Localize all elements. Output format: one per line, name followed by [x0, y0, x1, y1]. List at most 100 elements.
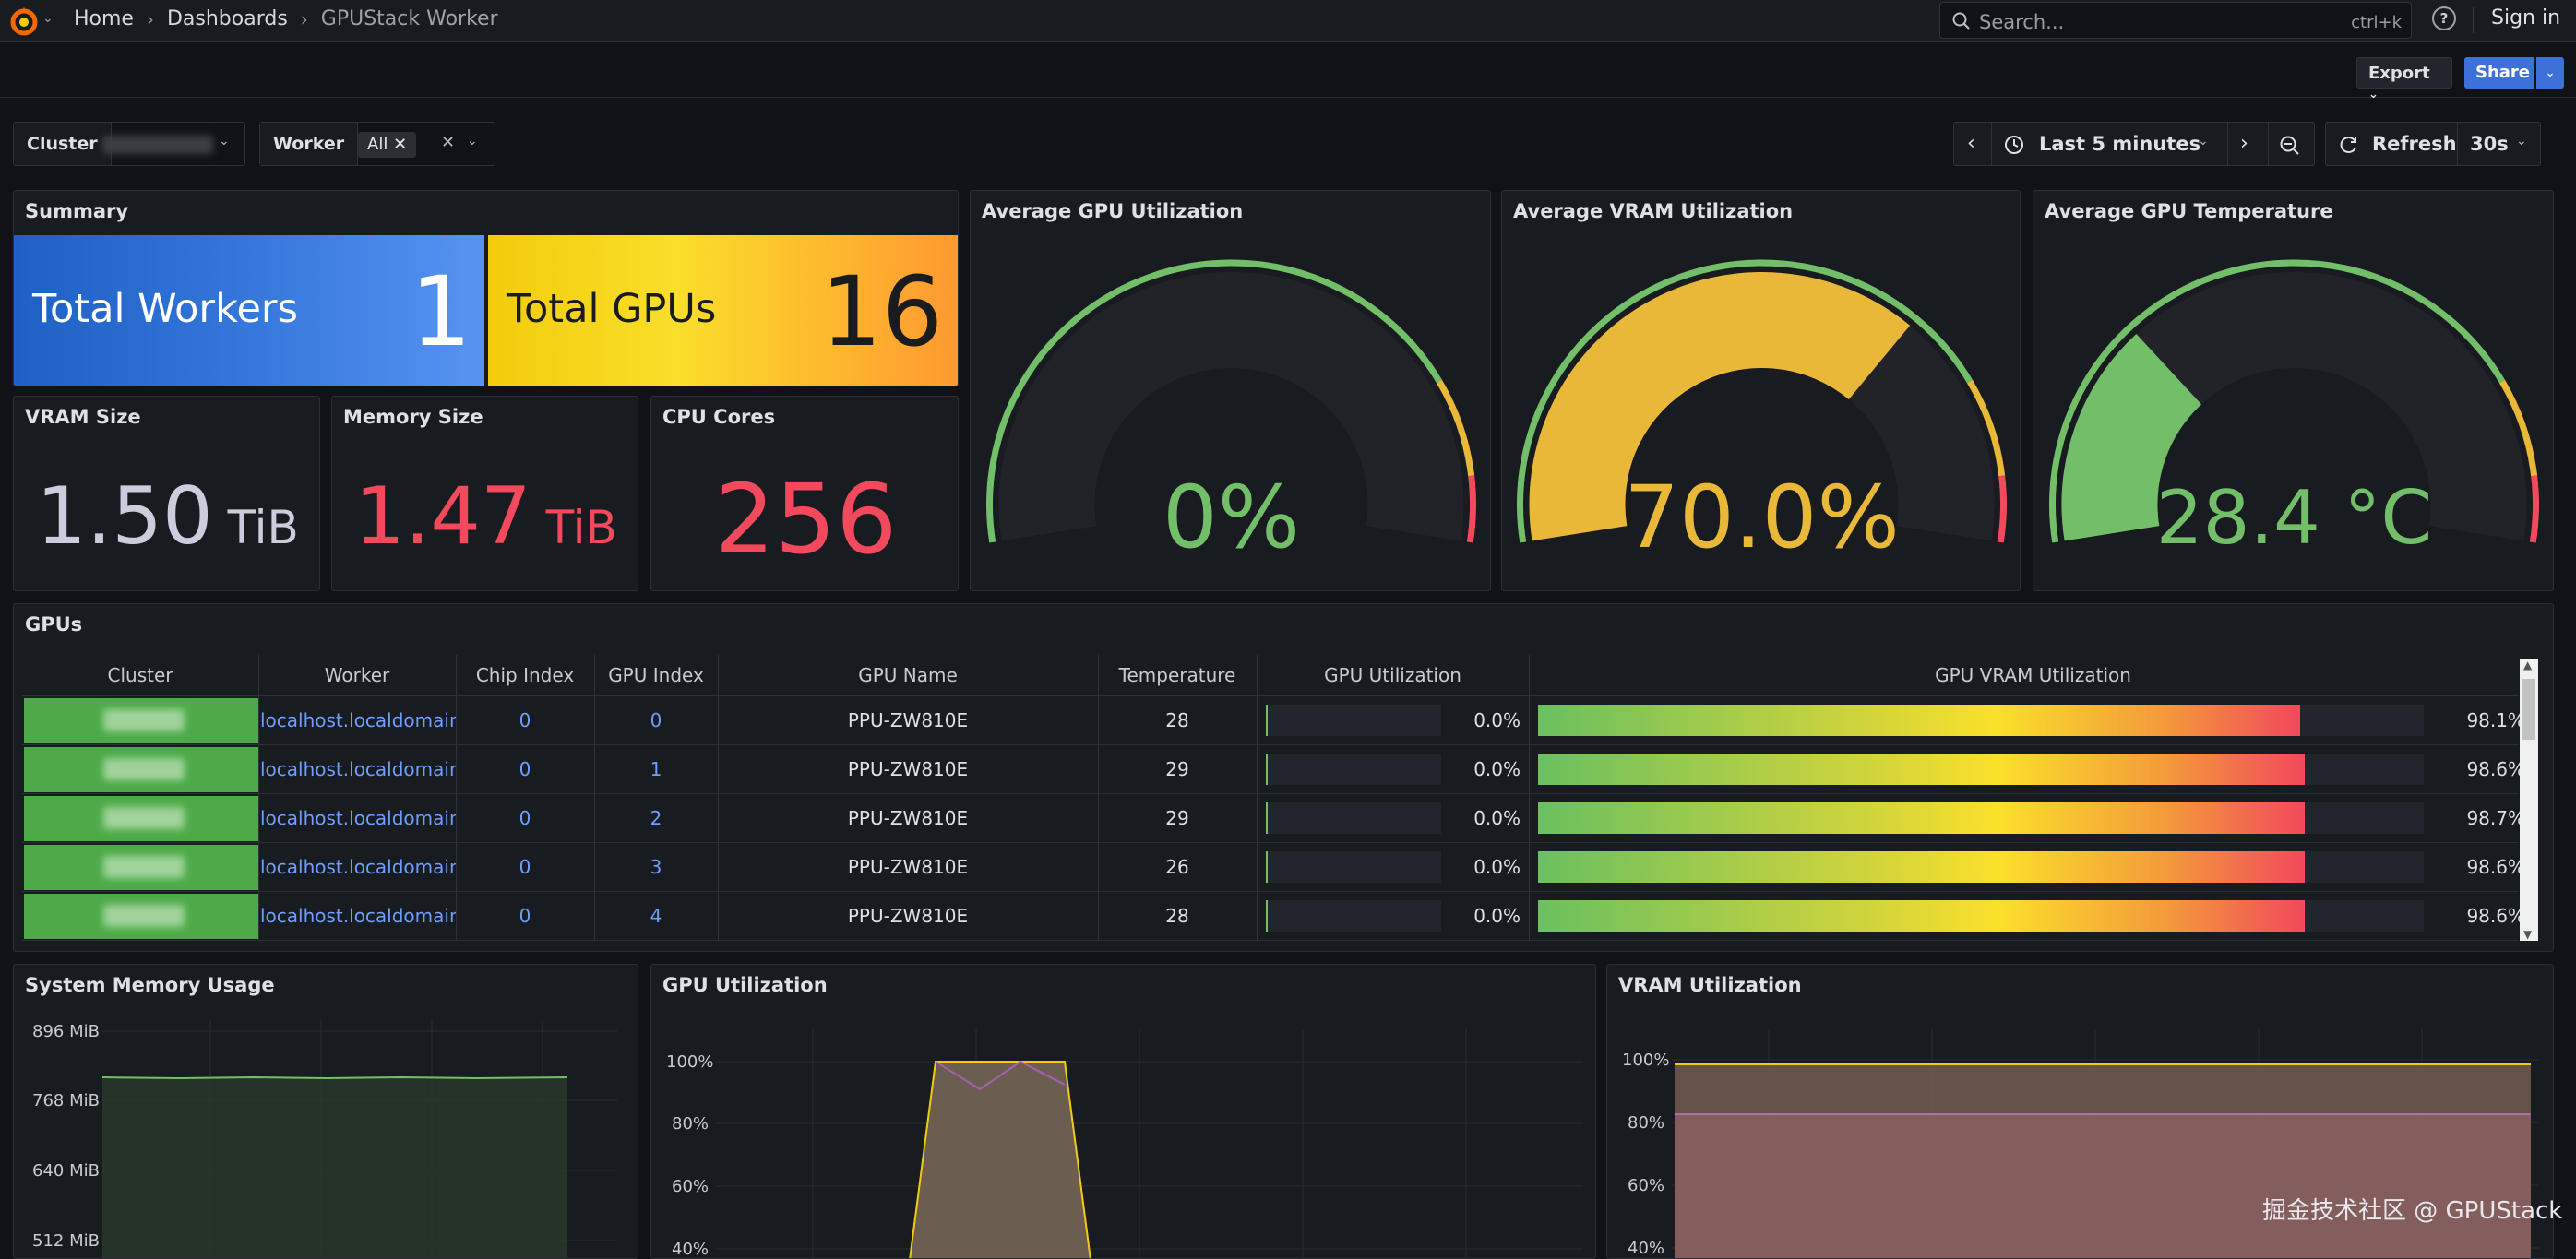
- divider: [1991, 123, 1992, 165]
- column-separator: [456, 655, 457, 941]
- share-options-button[interactable]: ⌄: [2536, 57, 2564, 89]
- summary-panel: Summary Total Workers 1 Total GPUs 16: [13, 190, 959, 386]
- gpu-index-link[interactable]: 3: [650, 856, 662, 878]
- gauge-threshold-yellow: [2499, 379, 2538, 477]
- table-row[interactable]: localhost.localdomain 0 3 PPU-ZW810E 26 0.0% 9…: [22, 843, 2525, 892]
- gauge-value: 28.4 °C: [2155, 475, 2433, 561]
- gauge-title: Average GPU Utilization: [982, 200, 1244, 222]
- cluster-value-redacted: [102, 136, 213, 154]
- table-row[interactable]: localhost.localdomain 0 4 PPU-ZW810E 28 0.0% 9…: [22, 892, 2525, 941]
- breadcrumb-dashboards[interactable]: Dashboards: [166, 7, 288, 30]
- chevron-down-icon[interactable]: ⌄: [42, 11, 54, 26]
- worker-link[interactable]: localhost.localdomain: [260, 856, 456, 878]
- gpu-util-bar-track: [1266, 900, 1441, 932]
- search-icon: [1952, 12, 1970, 30]
- clock-icon: [2005, 136, 2023, 154]
- help-icon[interactable]: ?: [2432, 6, 2456, 30]
- chip-index-link[interactable]: 0: [519, 758, 531, 780]
- table-row[interactable]: localhost.localdomain 0 0 PPU-ZW810E 28 0.0% 9…: [22, 696, 2525, 745]
- gpus-title: GPUs: [25, 613, 83, 635]
- worker-link[interactable]: localhost.localdomain: [260, 709, 456, 731]
- gauge-title: Average VRAM Utilization: [1513, 200, 1794, 222]
- gauge-value: 0%: [1162, 468, 1301, 568]
- grafana-logo-icon[interactable]: [7, 6, 41, 37]
- cluster-cell: [24, 845, 258, 890]
- gpu-utilization-panel: GPU Utilization 100% 80% 60% 40%: [650, 964, 1596, 1259]
- col-temperature-header[interactable]: Temperature: [1118, 664, 1236, 686]
- memory-area: [102, 1077, 567, 1258]
- time-forward-icon[interactable]: ›: [2240, 132, 2248, 155]
- scroll-down-icon[interactable]: ▼: [2523, 928, 2533, 941]
- memory-size-stat: 1.47 TiB: [332, 470, 638, 563]
- vram-utilization-title: VRAM Utilization: [1618, 974, 1802, 996]
- chip-index-link[interactable]: 0: [519, 905, 531, 927]
- chip-index-link[interactable]: 0: [519, 807, 531, 829]
- divider: [2227, 123, 2228, 165]
- y-tick-label: 768 MiB: [32, 1091, 100, 1111]
- remove-icon[interactable]: ✕: [393, 135, 408, 154]
- time-back-icon[interactable]: ‹: [1967, 132, 1975, 155]
- column-separator: [594, 655, 595, 941]
- y-tick-label: 60%: [672, 1177, 710, 1196]
- refresh-label: Refresh: [2372, 133, 2457, 155]
- breadcrumb-current: GPUStack Worker: [320, 7, 498, 30]
- scroll-thumb[interactable]: [2522, 679, 2535, 740]
- vram-value: 98.7%: [2466, 807, 2525, 829]
- chip-index-link[interactable]: 0: [519, 856, 531, 878]
- temperature-cell: 28: [1165, 905, 1189, 927]
- worker-link[interactable]: localhost.localdomain: [260, 758, 456, 780]
- search-input[interactable]: Search... ctrl+k: [1939, 2, 2412, 39]
- gpu-index-link[interactable]: 4: [650, 905, 662, 927]
- gauge-threshold-yellow: [1437, 379, 1475, 477]
- col-chip-index-header[interactable]: Chip Index: [475, 664, 575, 686]
- gpu-name-cell: PPU-ZW810E: [847, 709, 969, 731]
- vram-value: 98.6%: [2466, 758, 2525, 780]
- temperature-cell: 26: [1165, 856, 1189, 878]
- table-row[interactable]: localhost.localdomain 0 2 PPU-ZW810E 29 0.0% 9…: [22, 794, 2525, 843]
- col-cluster-header[interactable]: Cluster: [107, 664, 173, 686]
- col-gpu-index-header[interactable]: GPU Index: [608, 664, 704, 686]
- y-tick-label: 100%: [1622, 1051, 1670, 1070]
- worker-link[interactable]: localhost.localdomain: [260, 905, 456, 927]
- gpu-util-bar-fill: [1266, 802, 1268, 834]
- chevron-down-icon: ⌄: [2516, 134, 2527, 148]
- gpu-name-cell: PPU-ZW810E: [847, 807, 969, 829]
- gpu-index-link[interactable]: 2: [650, 807, 662, 829]
- col-gpu-utilization-header[interactable]: GPU Utilization: [1324, 664, 1461, 686]
- chip-index-link[interactable]: 0: [519, 709, 531, 731]
- col-gpu-name-header[interactable]: GPU Name: [858, 664, 958, 686]
- worker-link[interactable]: localhost.localdomain: [260, 807, 456, 829]
- divider: [2268, 123, 2269, 165]
- gauge-value-arc: [2061, 334, 2202, 541]
- col-worker-header[interactable]: Worker: [324, 664, 390, 686]
- gpu-util-bar-track: [1266, 754, 1441, 785]
- clear-icon[interactable]: ✕: [441, 133, 456, 152]
- gauge-value: 70.0%: [1624, 468, 1900, 568]
- share-button[interactable]: Share: [2464, 57, 2534, 89]
- vram-area-bottom: [1675, 1114, 2531, 1258]
- breadcrumb-home[interactable]: Home: [74, 7, 134, 30]
- gpu-index-link[interactable]: 1: [650, 758, 662, 780]
- table-scrollbar[interactable]: ▲ ▼: [2520, 659, 2538, 941]
- table-row[interactable]: localhost.localdomain 0 1 PPU-ZW810E 29 0.0% 9…: [22, 745, 2525, 794]
- refresh-picker[interactable]: Refresh 30s ⌄: [2325, 122, 2541, 166]
- cluster-cell: [24, 698, 258, 743]
- cluster-cell: [24, 796, 258, 841]
- time-range-picker[interactable]: ‹ Last 5 minutes ⌄ ›: [1953, 122, 2315, 166]
- sign-in-link[interactable]: Sign in: [2491, 6, 2561, 30]
- gpu-index-link[interactable]: 0: [650, 709, 662, 731]
- cluster-variable[interactable]: Cluster ⌄: [13, 122, 245, 166]
- gpu-util-line: [909, 1061, 1091, 1258]
- total-workers-label: Total Workers: [32, 286, 298, 332]
- col-gpu-vram-utilization-header[interactable]: GPU VRAM Utilization: [1935, 664, 2131, 686]
- worker-variable[interactable]: Worker All ✕ ✕ ⌄: [259, 122, 495, 166]
- gpu-util-bar-track: [1266, 705, 1441, 736]
- avg-gpu-temp-panel: Average GPU Temperature 28.4 °C: [2033, 190, 2554, 591]
- scroll-up-icon[interactable]: ▲: [2523, 659, 2533, 671]
- total-gpus-stat: Total GPUs 16: [488, 235, 958, 386]
- zoom-out-icon[interactable]: [2279, 135, 2301, 157]
- export-button[interactable]: Export ⌄: [2356, 57, 2452, 101]
- worker-chip[interactable]: All ✕: [358, 132, 417, 158]
- vram-value: 98.6%: [2466, 905, 2525, 927]
- gauge-threshold-red: [1997, 475, 2007, 543]
